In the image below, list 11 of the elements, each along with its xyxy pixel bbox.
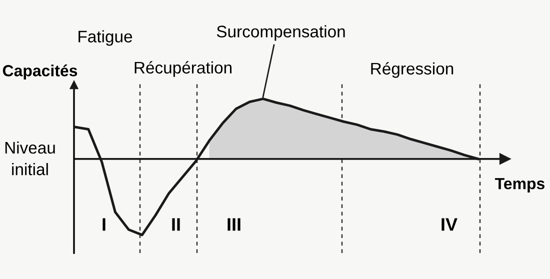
- annotation: IV: [442, 218, 458, 231]
- text: Récupération: [134, 61, 232, 77]
- annotation: III: [228, 218, 240, 231]
- text: Surcompensation: [216, 25, 345, 41]
- text: Fatigue: [78, 30, 132, 46]
- y-axis-title: Capacités: [2, 64, 78, 80]
- text: Niveau initial: [5, 141, 55, 176]
- x-axis-title: Temps: [495, 178, 544, 192]
- text: Régression: [371, 62, 454, 78]
- annotation: II: [172, 218, 180, 231]
- annotation: I: [102, 218, 106, 231]
